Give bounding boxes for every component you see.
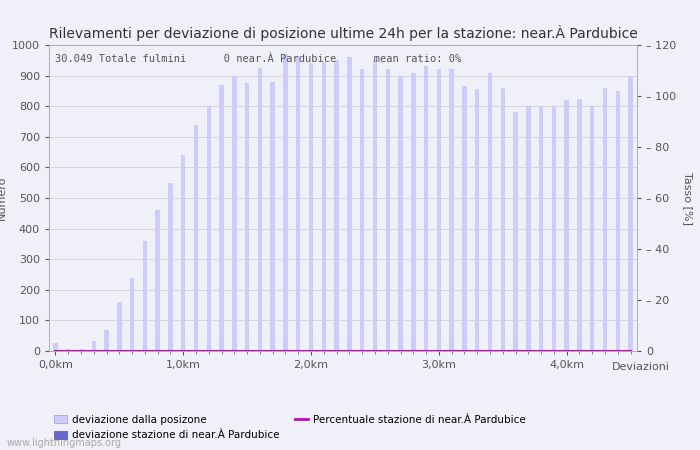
Text: www.lightningmaps.org: www.lightningmaps.org — [7, 438, 122, 448]
Bar — [284, 54, 288, 351]
Bar — [181, 155, 186, 351]
Bar — [245, 83, 249, 351]
Text: Deviazioni: Deviazioni — [612, 362, 669, 372]
Bar — [155, 210, 160, 351]
Bar — [321, 62, 326, 351]
Bar — [270, 82, 275, 351]
Bar — [130, 278, 134, 351]
Bar — [462, 86, 467, 351]
Bar — [347, 57, 351, 351]
Bar — [372, 60, 377, 351]
Bar — [143, 241, 147, 351]
Bar — [475, 90, 480, 351]
Bar — [386, 69, 390, 351]
Bar — [590, 106, 594, 351]
Bar — [552, 106, 556, 351]
Bar — [219, 85, 224, 351]
Y-axis label: Tasso [%]: Tasso [%] — [683, 171, 693, 225]
Bar — [437, 69, 441, 351]
Bar — [296, 57, 300, 351]
Bar — [449, 69, 454, 351]
Bar — [488, 72, 492, 351]
Bar — [500, 88, 505, 351]
Bar — [629, 76, 633, 351]
Bar — [513, 112, 518, 351]
Text: 30.049 Totale fulmini      0 near.À Pardubice      mean ratio: 0%: 30.049 Totale fulmini 0 near.À Pardubice… — [55, 54, 461, 64]
Bar — [564, 100, 569, 351]
Bar — [168, 183, 173, 351]
Bar — [194, 125, 198, 351]
Legend: deviazione dalla posizone, deviazione stazione di near.À Pardubice, Percentuale : deviazione dalla posizone, deviazione st… — [54, 415, 526, 440]
Bar — [206, 106, 211, 351]
Bar — [53, 343, 57, 351]
Title: Rilevamenti per deviazione di posizione ultime 24h per la stazione: near.À Pardu: Rilevamenti per deviazione di posizione … — [48, 25, 638, 41]
Bar — [411, 72, 416, 351]
Y-axis label: Numero: Numero — [0, 176, 6, 220]
Bar — [78, 350, 83, 351]
Bar — [578, 99, 582, 351]
Bar — [539, 106, 543, 351]
Bar — [309, 63, 314, 351]
Bar — [424, 67, 428, 351]
Bar — [526, 106, 531, 351]
Bar — [117, 302, 122, 351]
Bar — [360, 69, 365, 351]
Bar — [398, 76, 402, 351]
Bar — [232, 76, 237, 351]
Bar — [603, 88, 608, 351]
Bar — [104, 329, 108, 351]
Bar — [615, 91, 620, 351]
Bar — [258, 68, 262, 351]
Bar — [66, 350, 71, 351]
Bar — [335, 60, 339, 351]
Bar — [92, 341, 96, 351]
